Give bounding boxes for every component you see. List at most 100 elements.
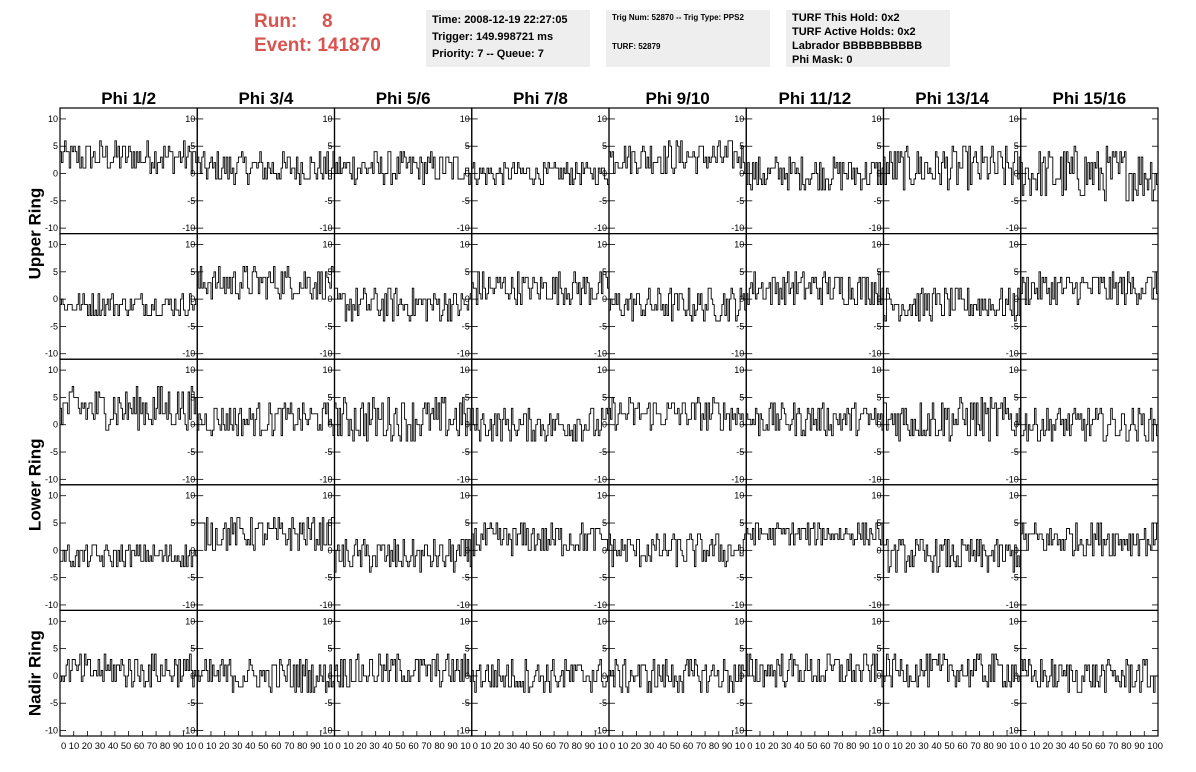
- y-tick-label: -10: [1006, 349, 1019, 359]
- x-tick-labels-c1: 0 10 20 30 40 50 60 70 80 90 10: [61, 741, 196, 751]
- waveform-trace-r1-c6: [746, 156, 884, 191]
- y-tick-label: 10: [1009, 114, 1019, 124]
- y-tick-label: 0: [190, 545, 195, 555]
- y-tick-label: 0: [602, 671, 607, 681]
- y-tick-label: 5: [739, 392, 744, 402]
- panel-frame-r3-c5: [608, 358, 747, 486]
- y-tick-label: 10: [597, 491, 607, 501]
- y-tick-label: -5: [599, 447, 607, 457]
- time-text: Time: 2008-12-19 22:27:05: [432, 14, 568, 26]
- waveform-trace-r5-c7: [883, 653, 1021, 688]
- y-tick-label: 0: [327, 671, 332, 681]
- y-tick-label: -5: [50, 447, 58, 457]
- y-tick-label: 5: [190, 518, 195, 528]
- y-tick-label: 5: [190, 644, 195, 654]
- y-tick-label: 0: [327, 169, 332, 179]
- y-tick-label: 10: [322, 240, 332, 250]
- waveform-trace-r5-c4: [471, 659, 609, 693]
- y-tick-label: -5: [599, 196, 607, 206]
- trigger-info-box: Trig Num: 52870 -- Trig Type: PPS2 TURF:…: [606, 10, 770, 67]
- y-tick-label: -5: [324, 447, 332, 457]
- ring-label-3: Nadir Ring: [25, 630, 44, 716]
- y-tick-label: -5: [50, 196, 58, 206]
- y-tick-label: -10: [182, 223, 195, 233]
- x-tick-labels-c8: 0 10 20 30 40 50 60 70 80 90 100: [1022, 741, 1163, 751]
- y-tick-label: -10: [457, 474, 470, 484]
- y-tick-label: -10: [1006, 474, 1019, 484]
- x-tick-labels-c4: 0 10 20 30 40 50 60 70 80 90 10: [473, 741, 608, 751]
- waveform-trace-r3-c6: [746, 402, 884, 437]
- turf-text: TURF: 52879: [612, 42, 661, 51]
- y-tick-label: -10: [731, 349, 744, 359]
- y-tick-label: -5: [873, 447, 881, 457]
- panel-frame-r1-c1: [59, 107, 198, 235]
- y-tick-label: 5: [1014, 392, 1019, 402]
- y-tick-label: 10: [871, 491, 881, 501]
- y-tick-label: -10: [319, 726, 332, 736]
- y-tick-label: -10: [457, 726, 470, 736]
- y-tick-label: 10: [1009, 616, 1019, 626]
- y-tick-label: -5: [736, 698, 744, 708]
- y-tick-label: 10: [597, 114, 607, 124]
- trig-num-text: Trig Num: 52870 -- Trig Type: PPS2: [612, 13, 744, 22]
- y-tick-label: -10: [45, 474, 58, 484]
- y-tick-label: 5: [190, 392, 195, 402]
- waveform-trace-r3-c1: [60, 386, 198, 431]
- waveform-trace-r3-c2: [197, 402, 335, 437]
- y-tick-label: -5: [462, 698, 470, 708]
- y-tick-label: -10: [182, 474, 195, 484]
- waveform-trace-r4-c1: [60, 544, 198, 568]
- y-tick-label: 10: [48, 491, 58, 501]
- y-tick-label: 5: [739, 518, 744, 528]
- y-tick-label: -5: [462, 196, 470, 206]
- x-tick-labels-c7: 0 10 20 30 40 50 60 70 80 90 10: [885, 741, 1020, 751]
- waveform-trace-r4-c6: [746, 522, 884, 546]
- time-info-box: Time: 2008-12-19 22:27:05 Trigger: 149.9…: [426, 10, 590, 67]
- y-tick-label: 10: [185, 114, 195, 124]
- y-tick-label: -10: [1006, 600, 1019, 610]
- y-tick-label: -10: [731, 474, 744, 484]
- y-tick-label: 0: [53, 545, 58, 555]
- y-tick-label: -5: [50, 698, 58, 708]
- y-tick-label: 5: [190, 141, 195, 151]
- event-label: Event:: [254, 35, 313, 56]
- y-tick-label: 0: [1014, 294, 1019, 304]
- waveform-trace-r2-c5: [609, 287, 747, 322]
- y-tick-label: 0: [190, 420, 195, 430]
- y-tick-label: -10: [868, 726, 881, 736]
- y-tick-label: -10: [457, 349, 470, 359]
- waveform-trace-r3-c8: [1020, 407, 1158, 442]
- panel-frame-r3-c3: [333, 358, 473, 486]
- waveform-trace-r2-c3: [334, 287, 472, 322]
- waveform-trace-r1-c7: [883, 145, 1021, 191]
- y-tick-label: 10: [734, 616, 744, 626]
- y-tick-label: 0: [602, 420, 607, 430]
- phi-mask-text: Phi Mask: 0: [792, 54, 853, 66]
- y-tick-label: 0: [739, 671, 744, 681]
- turf-info-box: TURF This Hold: 0x2 TURF Active Holds: 0…: [786, 10, 950, 67]
- y-tick-label: 0: [190, 169, 195, 179]
- labrador-text: Labrador BBBBBBBBBB: [792, 40, 923, 52]
- y-tick-label: -10: [182, 349, 195, 359]
- y-tick-label: 0: [53, 169, 58, 179]
- y-tick-label: 0: [53, 420, 58, 430]
- phi-column-header-7: Phi 13/14: [915, 89, 989, 108]
- y-tick-label: 10: [48, 365, 58, 375]
- waveform-trace-r2-c2: [197, 265, 335, 300]
- panel-frame-r2-c1: [59, 233, 198, 360]
- y-tick-label: 10: [185, 240, 195, 250]
- panel-frame-r3-c1: [59, 358, 198, 486]
- waveform-trace-r2-c8: [1020, 271, 1158, 306]
- run-label: Run:: [254, 11, 298, 32]
- y-tick-label: -10: [731, 726, 744, 736]
- y-tick-label: 5: [327, 267, 332, 277]
- y-tick-label: -5: [736, 573, 744, 583]
- ring-label-1: Upper Ring: [25, 188, 44, 280]
- y-tick-label: 0: [465, 294, 470, 304]
- y-tick-label: -5: [50, 573, 58, 583]
- y-tick-label: -5: [187, 321, 195, 331]
- y-tick-label: -5: [187, 447, 195, 457]
- y-tick-label: -5: [599, 321, 607, 331]
- y-tick-label: -10: [45, 349, 58, 359]
- y-tick-label: 0: [876, 545, 881, 555]
